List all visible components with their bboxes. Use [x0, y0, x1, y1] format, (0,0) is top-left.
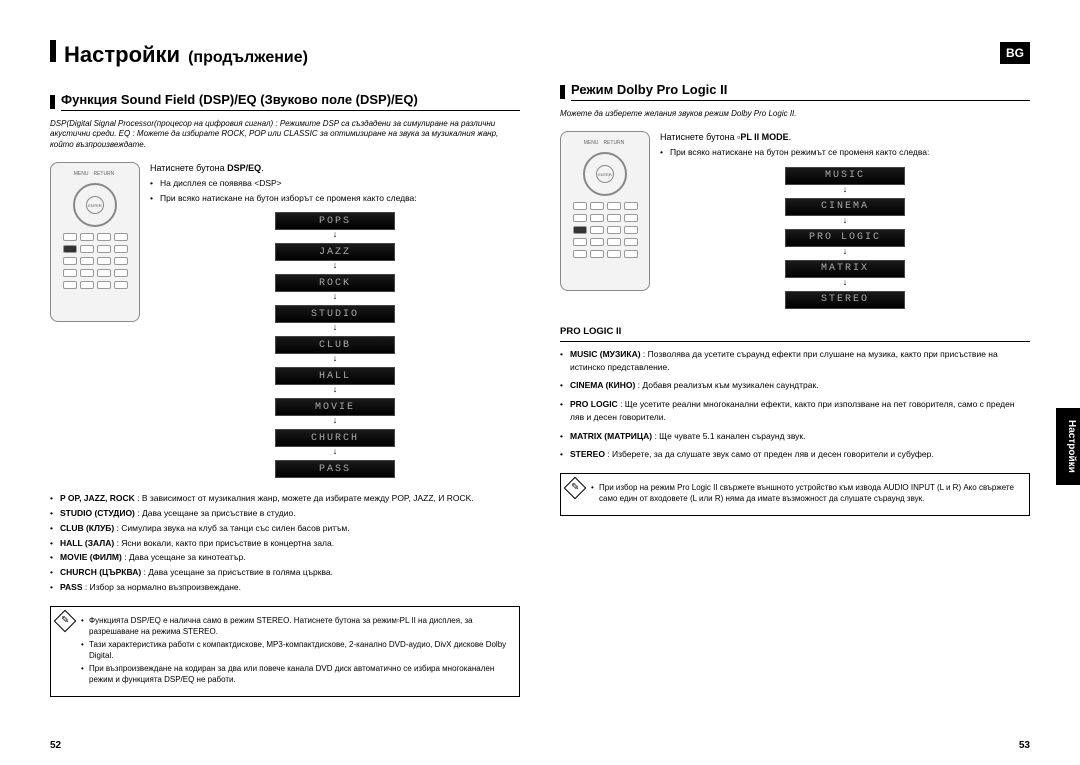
- lcd-display: PASS: [275, 460, 395, 478]
- dpad-icon: ENTER: [73, 183, 117, 227]
- page-title-main: Настройки: [64, 42, 180, 68]
- step-bullets: На дисплея се появява <DSP> При всяко на…: [150, 177, 520, 205]
- list-item: При всяко натискане на бутон изборът се …: [150, 192, 520, 205]
- list-item: При всяко натискане на бутон режимът се …: [660, 146, 1030, 159]
- prologic-item: CINEMA (КИНО) : Добавя реализъм към музи…: [560, 379, 1030, 392]
- display-unit: STUDIO↓: [275, 305, 395, 332]
- prologic-item: STEREO : Изберете, за да слушате звук са…: [560, 448, 1030, 461]
- down-arrow-icon: ↓: [333, 230, 338, 239]
- step-bullets: При всяко натискане на бутон режимът се …: [660, 146, 1030, 159]
- lcd-display: JAZZ: [275, 243, 395, 261]
- display-unit: POPS↓: [275, 212, 395, 239]
- display-unit: CHURCH↓: [275, 429, 395, 456]
- remote-control-illustration: MENURETURN ENTER: [50, 162, 140, 322]
- mode-description-item: MOVIE (ФИЛМ) : Дава усещане за кинотеатъ…: [50, 551, 520, 564]
- prologic-item: PRO LOGIC : Ще усетите реални многоканал…: [560, 398, 1030, 424]
- page-title: Настройки (продължение): [50, 40, 520, 68]
- note-icon: ✎: [564, 477, 587, 500]
- display-unit: MUSIC↓: [785, 167, 905, 194]
- lcd-display: MATRIX: [785, 260, 905, 278]
- page-number-right: 53: [1019, 740, 1030, 751]
- mode-description-item: CLUB (КЛУБ) : Симулира звука на клуб за …: [50, 522, 520, 535]
- side-tab: Настройки: [1056, 408, 1080, 485]
- lcd-display: STUDIO: [275, 305, 395, 323]
- lcd-display: ROCK: [275, 274, 395, 292]
- down-arrow-icon: ↓: [333, 354, 338, 363]
- display-unit: PRO LOGIC↓: [785, 229, 905, 256]
- display-unit: MOVIE↓: [275, 398, 395, 425]
- lcd-display: STEREO: [785, 291, 905, 309]
- down-arrow-icon: ↓: [333, 447, 338, 456]
- display-stack: MUSIC↓CINEMA↓PRO LOGIC↓MATRIX↓STEREO: [660, 167, 1030, 309]
- note-box: ✎ Функцията DSP/EQ е налична само в режи…: [50, 606, 520, 697]
- display-stack: POPS↓JAZZ↓ROCK↓STUDIO↓CLUB↓HALL↓MOVIE↓CH…: [150, 212, 520, 478]
- section-heading-dsp: Функция Sound Field (DSP)/EQ (Звуково по…: [50, 92, 520, 111]
- down-arrow-icon: ↓: [333, 261, 338, 270]
- note-item: Функцията DSP/EQ е налична само в режим …: [81, 615, 509, 637]
- prologic-instructions: Натиснете бутона ▫PL II MODE. При всяко …: [660, 131, 1030, 308]
- prologic-body: MENURETURN ENTER Натиснете бутона ▫PL II…: [560, 131, 1030, 308]
- down-arrow-icon: ↓: [843, 185, 848, 194]
- prologic-item: MUSIC (МУЗИКА) : Позволява да усетите съ…: [560, 348, 1030, 374]
- lcd-display: PRO LOGIC: [785, 229, 905, 247]
- page-title-suffix: (продължение): [188, 49, 308, 67]
- lcd-display: HALL: [275, 367, 395, 385]
- prologic-item: MATRIX (МАТРИЦА) : Ще чувате 5.1 канален…: [560, 430, 1030, 443]
- intro-text-prologic: Можете да изберете желания звуков режим …: [560, 109, 1030, 119]
- lcd-display: CLUB: [275, 336, 395, 354]
- dsp-body: MENURETURN ENTER Натиснете бутона DSP/EQ…: [50, 162, 520, 478]
- note-box: ✎ При избор на режим Pro Logic II свърже…: [560, 473, 1030, 515]
- note-icon: ✎: [54, 609, 77, 632]
- section-title-dsp: Функция Sound Field (DSP)/EQ (Звуково по…: [61, 92, 520, 111]
- prologic-heading: PRO LOGIC II: [560, 325, 1030, 342]
- down-arrow-icon: ↓: [843, 278, 848, 287]
- display-unit: HALL↓: [275, 367, 395, 394]
- display-unit: CINEMA↓: [785, 198, 905, 225]
- remote-control-illustration: MENURETURN ENTER: [560, 131, 650, 291]
- display-unit: CLUB↓: [275, 336, 395, 363]
- note-item: Тази характеристика работи с компактдиск…: [81, 639, 509, 661]
- down-arrow-icon: ↓: [333, 292, 338, 301]
- down-arrow-icon: ↓: [843, 247, 848, 256]
- step-text: Натиснете бутона ▫PL II MODE.: [660, 131, 1030, 144]
- down-arrow-icon: ↓: [333, 416, 338, 425]
- mode-description-item: CHURCH (ЦЪРКВА) : Дава усещане за присъс…: [50, 566, 520, 579]
- prologic-definitions: PRO LOGIC II MUSIC (МУЗИКА) : Позволява …: [560, 325, 1030, 462]
- dsp-instructions: Натиснете бутона DSP/EQ. На дисплея се п…: [150, 162, 520, 478]
- page-spread: Настройки (продължение) Функция Sound Fi…: [0, 0, 1080, 717]
- title-bar-icon: [50, 40, 56, 62]
- section-bar-icon: [560, 85, 565, 99]
- display-unit: JAZZ↓: [275, 243, 395, 270]
- dpad-icon: ENTER: [583, 152, 627, 196]
- page-number-left: 52: [50, 740, 61, 751]
- mode-description-list: P OP, JAZZ, ROCK : В зависимост от музик…: [50, 492, 520, 593]
- left-page: Настройки (продължение) Функция Sound Fi…: [50, 40, 520, 697]
- note-item: При избор на режим Pro Logic II свържете…: [591, 482, 1019, 504]
- down-arrow-icon: ↓: [333, 385, 338, 394]
- display-unit: STEREO: [785, 291, 905, 309]
- section-heading-prologic: Режим Dolby Pro Logic II: [560, 82, 1030, 101]
- display-unit: PASS: [275, 460, 395, 478]
- intro-text-dsp: DSP(Digital Signal Processor(процесор на…: [50, 119, 520, 150]
- lcd-display: MUSIC: [785, 167, 905, 185]
- mode-description-item: PASS : Избор за нормално възпроизвеждане…: [50, 581, 520, 594]
- down-arrow-icon: ↓: [843, 216, 848, 225]
- mode-description-item: HALL (ЗАЛА) : Ясни вокали, както при при…: [50, 537, 520, 550]
- section-title-prologic: Режим Dolby Pro Logic II: [571, 82, 1030, 101]
- step-text: Натиснете бутона DSP/EQ.: [150, 162, 520, 175]
- note-item: При възпроизвеждане на кодиран за два ил…: [81, 663, 509, 685]
- lcd-display: CHURCH: [275, 429, 395, 447]
- lcd-display: CINEMA: [785, 198, 905, 216]
- list-item: На дисплея се появява <DSP>: [150, 177, 520, 190]
- display-unit: ROCK↓: [275, 274, 395, 301]
- mode-description-item: P OP, JAZZ, ROCK : В зависимост от музик…: [50, 492, 520, 505]
- mode-description-item: STUDIO (СТУДИО) : Дава усещане за присъс…: [50, 507, 520, 520]
- display-unit: MATRIX↓: [785, 260, 905, 287]
- right-page: Режим Dolby Pro Logic II Можете да избер…: [560, 40, 1030, 697]
- lcd-display: POPS: [275, 212, 395, 230]
- lcd-display: MOVIE: [275, 398, 395, 416]
- section-bar-icon: [50, 95, 55, 109]
- down-arrow-icon: ↓: [333, 323, 338, 332]
